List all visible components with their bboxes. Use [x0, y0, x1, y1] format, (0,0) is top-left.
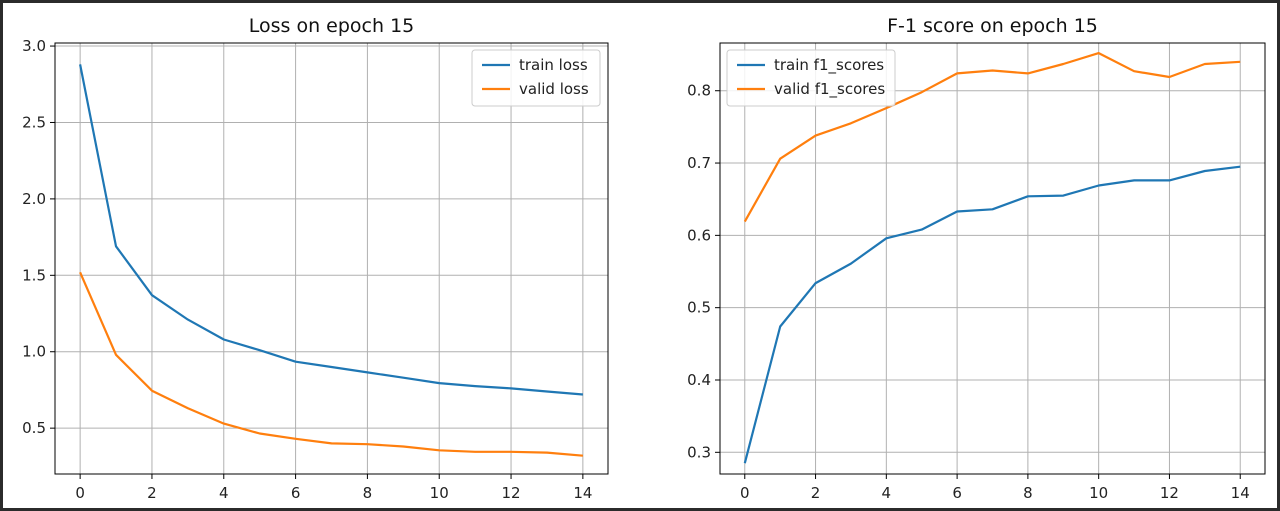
legend-label: valid loss: [519, 80, 589, 98]
y-tick-label: 0.7: [687, 154, 711, 172]
y-tick-label: 0.8: [687, 82, 711, 100]
legend-label: valid f1_scores: [774, 80, 885, 99]
y-tick-label: 0.5: [687, 299, 711, 317]
x-tick-label: 10: [430, 484, 449, 502]
loss-chart: Loss on epoch 15 0 2 4 6 8 10 12 14 0.5 1.0 1.5 2.0 2…: [22, 15, 609, 502]
plot-area-frame: [719, 42, 1266, 475]
x-tick-label: 4: [219, 484, 229, 502]
x-tick-label: 8: [1023, 484, 1033, 502]
y-tick-label: 2.5: [22, 113, 46, 131]
chart-title: F-1 score on epoch 15: [887, 15, 1098, 37]
x-tick-label: 14: [573, 484, 592, 502]
y-tick-label: 1.5: [22, 266, 46, 284]
legend-label: train f1_scores: [774, 56, 884, 75]
x-tick-label: 2: [147, 484, 157, 502]
x-tick-label: 0: [75, 484, 85, 502]
y-tick-label: 3.0: [22, 37, 46, 55]
series-line-train-loss: [79, 64, 583, 396]
y-tick-label: 0.6: [687, 226, 711, 244]
x-tick-label: 8: [363, 484, 373, 502]
legend-box: [726, 49, 896, 107]
y-tick-label: 2.0: [22, 190, 46, 208]
y-tick-label: 1.0: [22, 343, 46, 361]
y-tick-label: 0.4: [687, 371, 711, 389]
series-line-train-f1-scores: [743, 165, 1241, 464]
series-line-valid-f1-scores: [743, 51, 1241, 223]
x-tick-label: 14: [1231, 484, 1250, 502]
f1-chart: F-1 score on epoch 15 0 2 4 6 8 10 12 14 0.3 0.4 0.…: [687, 15, 1266, 502]
x-tick-label: 12: [501, 484, 520, 502]
legend-label: train loss: [519, 56, 588, 74]
figure-canvas: Loss on epoch 15 0 2 4 6 8 10 12 14 0.5 1.0 1.5 2.0 2…: [22, 15, 1266, 502]
legend: train loss valid loss: [471, 49, 601, 107]
x-tick-label: 6: [952, 484, 962, 502]
x-tick-label: 2: [811, 484, 821, 502]
chart-title: Loss on epoch 15: [249, 15, 415, 37]
x-tick-label: 0: [740, 484, 750, 502]
x-tick-label: 12: [1160, 484, 1179, 502]
y-tick-label: 0.3: [687, 443, 711, 461]
series-line-valid-loss: [79, 271, 583, 457]
plot-area-frame: [54, 42, 609, 475]
x-tick-label: 6: [291, 484, 301, 502]
y-tick-label: 0.5: [22, 419, 46, 437]
x-tick-label: 4: [882, 484, 892, 502]
x-tick-label: 10: [1089, 484, 1108, 502]
